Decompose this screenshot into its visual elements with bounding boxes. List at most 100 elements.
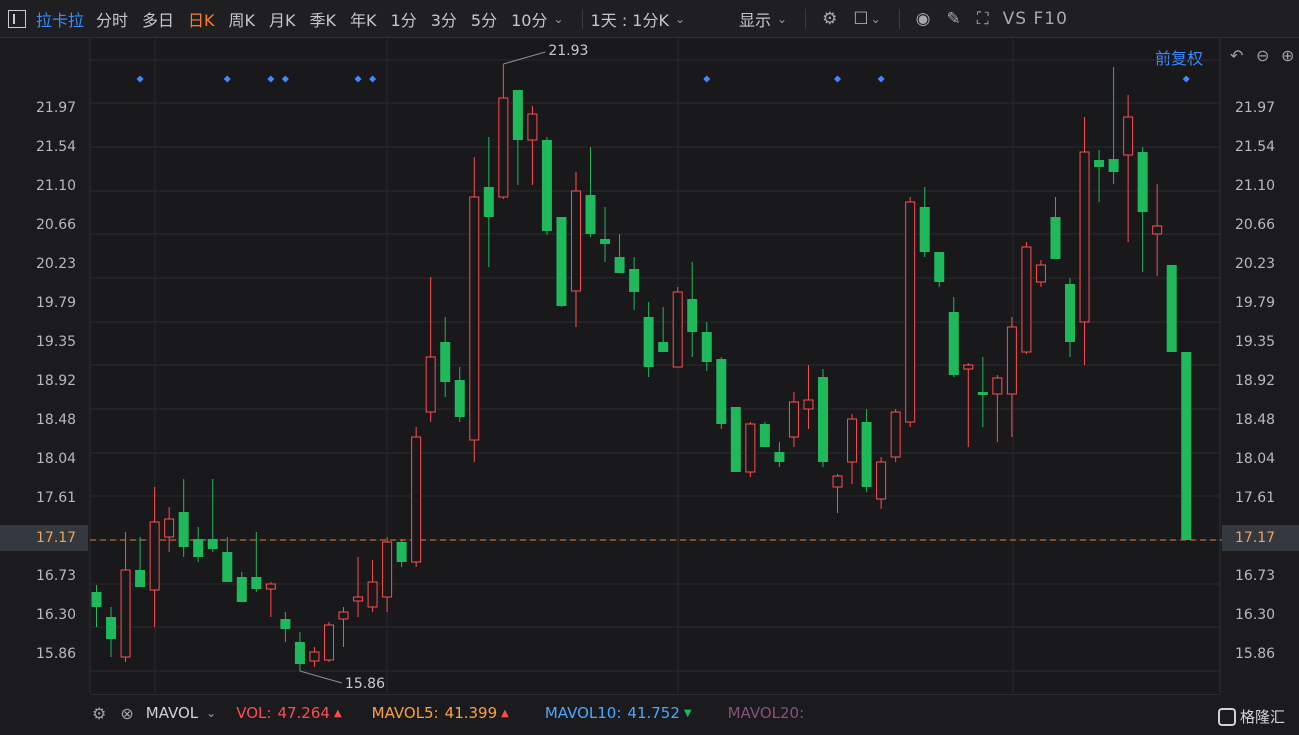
candle-body [236,577,247,602]
candle-body [774,452,785,462]
price-tick: 16.30 [36,607,77,623]
candle-body [977,392,988,395]
stock-name[interactable]: 拉卡拉 [36,10,85,30]
tab-month-k[interactable]: 月K [269,10,296,30]
candle-body [353,596,364,602]
candle-body [454,380,465,417]
event-marker-icon [703,75,711,83]
tab-fenshi[interactable]: 分时 [96,10,129,30]
candle-body [527,113,538,141]
candle-body [730,407,741,472]
candle-body [207,539,218,549]
price-tick: 18.04 [36,451,77,467]
chevron-down-icon[interactable]: ⌄ [870,11,881,26]
price-tick: 18.04 [1235,451,1276,467]
mavol20-label: MAVOL20: [727,704,805,722]
candle-body [1035,264,1046,283]
event-marker-icon [267,75,275,83]
menu-toggle-icon[interactable] [8,9,26,28]
candle-body [716,359,727,424]
candle-body [672,291,683,368]
toolbar-divider [581,8,583,29]
reset-icon[interactable]: ↶ [1230,46,1244,65]
candle-body [411,436,422,563]
candle-body [847,418,858,463]
tab-multi-day[interactable]: 多日 [142,10,175,30]
toolbar-divider [898,8,900,29]
vs-f10-button[interactable]: VS F10 [1002,8,1068,29]
tab-quarter-k[interactable]: 季K [309,10,337,30]
toolbar: 拉卡拉 分时 多日 日K 周K 月K 季K 年K 1分 3分 5分 10分 ⌄ … [0,0,1299,38]
event-marker-icon [136,75,144,83]
candle-body [1006,326,1017,395]
candle-body [512,90,523,140]
tab-year-k[interactable]: 年K [350,10,377,30]
candle-body [1108,159,1119,172]
tab-3min[interactable]: 3分 [430,10,457,30]
chevron-down-icon[interactable]: ⌄ [553,11,564,26]
candle-body [280,619,291,629]
candle-body [788,401,799,438]
tab-day-k[interactable]: 日K [188,10,215,30]
candle-body [818,377,828,462]
event-marker-icon [281,75,289,83]
camera-icon[interactable]: ◉ [915,8,931,29]
zoom-out-icon[interactable]: ⊖ [1256,46,1270,65]
candle-body [1152,225,1163,235]
current-price-tag-left: 17.17 [0,525,88,551]
tab-1min[interactable]: 1分 [390,10,417,30]
tab-week-k[interactable]: 周K [228,10,256,30]
up-arrow-icon: ▲ [333,707,342,719]
indicator-name[interactable]: MAVOL [145,704,199,722]
candle-body [367,581,378,608]
vol-label: VOL: [236,704,272,722]
volume-indicator-bar: ⚙ ⊗ MAVOL ⌄ VOL: 47.264 ▲ MAVOL5: 41.399… [90,694,1220,731]
down-arrow-icon: ▼ [683,707,692,719]
tab-5min[interactable]: 5分 [470,10,498,30]
price-tick: 16.73 [1235,568,1276,584]
square-frame-icon[interactable]: ☐ [853,8,869,29]
candle-body [251,577,262,589]
price-tick: 21.97 [36,100,77,116]
candle-body [1050,217,1061,259]
min-price-label: 15.86 [345,676,385,692]
price-tick: 18.92 [1235,373,1276,389]
max-price-label: 21.93 [548,43,588,59]
price-tick: 16.30 [1235,607,1276,623]
event-marker-icon [369,75,377,83]
vol-value: 47.264 [277,704,330,722]
price-tick: 21.10 [36,178,77,194]
price-tick: 17.61 [36,490,77,506]
mavol10-value: 41.752 [627,704,680,722]
tab-10min[interactable]: 10分 [511,10,548,30]
candle-body [178,512,189,547]
combo-period-select[interactable]: 1天 : 1分K [590,10,669,30]
price-tick: 21.54 [36,139,77,155]
candle-body [106,617,117,639]
candle-body [890,411,901,458]
chevron-down-icon[interactable]: ⌄ [674,11,686,26]
gear-icon[interactable]: ⚙ [822,8,838,29]
candle-body [832,475,843,488]
candle-body [1079,151,1090,323]
adjustment-mode[interactable]: 前复权 [1155,49,1204,68]
chevron-down-icon[interactable]: ⌄ [777,11,788,26]
price-tick: 20.66 [36,217,77,233]
candle-body [701,332,712,362]
brand-name: 格隆汇 [1240,708,1286,726]
gear-icon[interactable]: ⚙ [92,703,107,723]
candle-body [919,207,930,252]
zoom-in-icon[interactable]: ⊕ [1281,46,1295,65]
display-menu[interactable]: 显示 [739,10,772,30]
price-tick: 15.86 [36,646,77,662]
fullscreen-icon[interactable]: ⛶ [976,8,989,29]
candle-body [629,269,640,292]
close-icon[interactable]: ⊗ [120,703,134,723]
candle-body [992,377,1003,395]
price-tick: 17.61 [1235,490,1276,506]
candle-body [1094,160,1105,167]
pencil-icon[interactable]: ✎ [946,8,961,29]
candle-body [905,201,916,423]
candle-body [469,196,480,441]
chevron-down-icon[interactable]: ⌄ [206,706,217,720]
